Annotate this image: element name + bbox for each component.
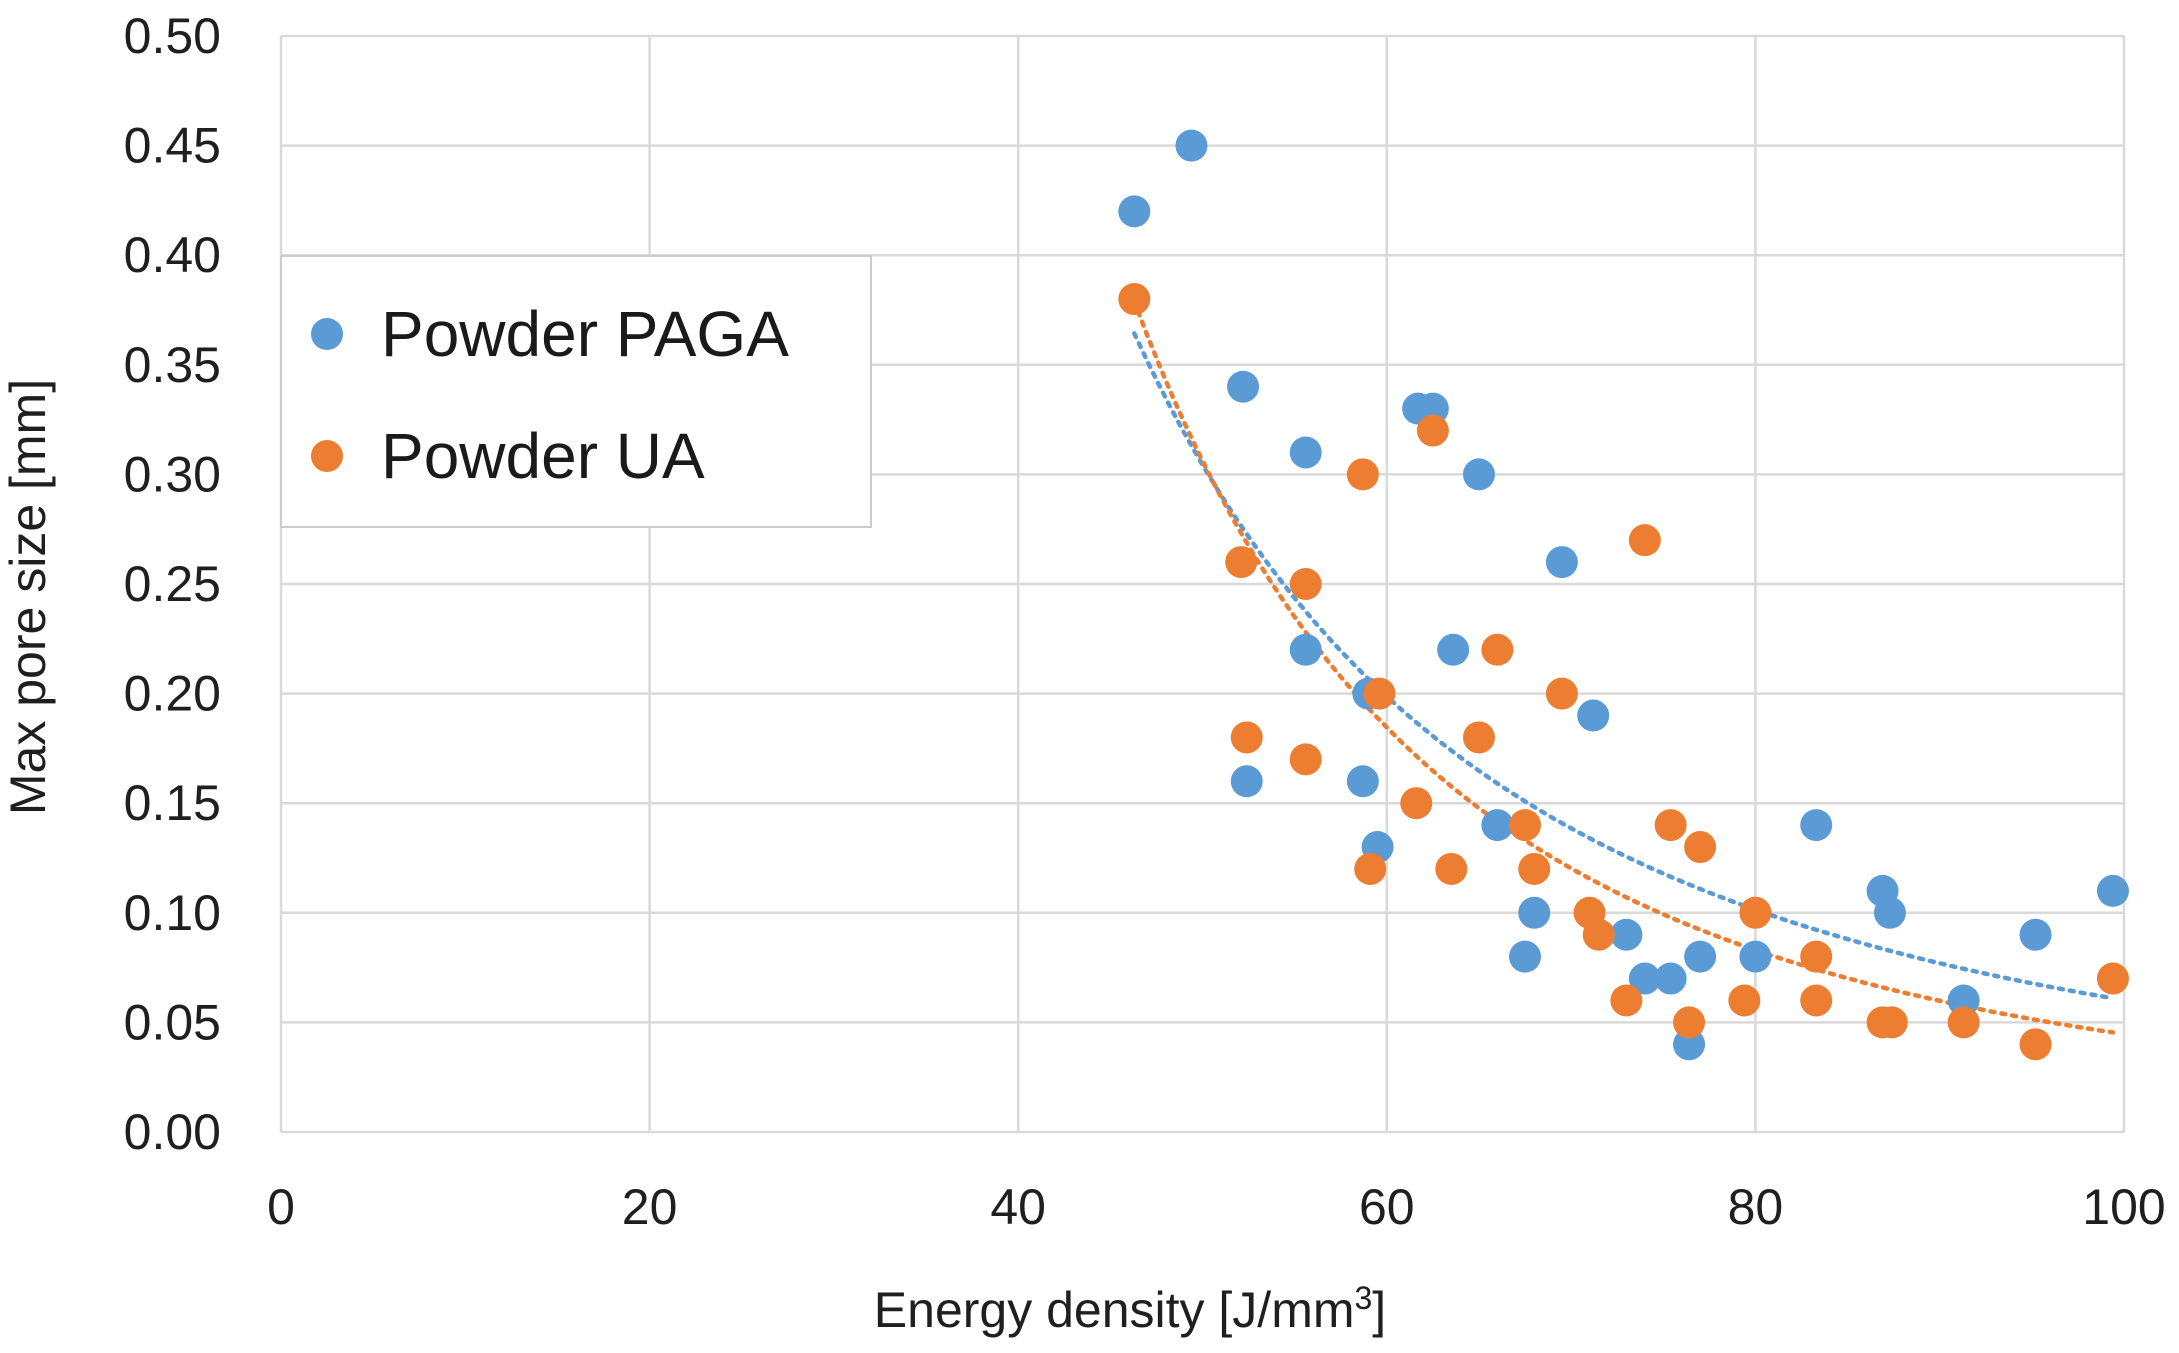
- point-powder-paga: [1628, 962, 1661, 995]
- y-tick-label: 0.25: [124, 556, 221, 612]
- point-powder-paga: [1346, 765, 1379, 798]
- point-powder-paga: [1416, 392, 1449, 425]
- x-tick-label: 0: [267, 1179, 295, 1235]
- trendline-powder-paga: [1132, 331, 2116, 1001]
- point-powder-ua: [1289, 743, 1322, 776]
- point-powder-paga: [2019, 918, 2052, 951]
- point-powder-ua: [1545, 677, 1578, 710]
- x-tick-label: 40: [990, 1179, 1046, 1235]
- point-powder-ua: [1363, 677, 1396, 710]
- point-powder-ua: [1481, 633, 1514, 666]
- point-powder-ua: [1684, 831, 1717, 864]
- point-powder-paga: [1545, 546, 1578, 579]
- point-powder-ua: [1509, 809, 1542, 842]
- legend-item-powder-ua: Powder UA: [311, 420, 705, 492]
- x-tick-label: 60: [1359, 1179, 1415, 1235]
- point-powder-ua: [1416, 414, 1449, 447]
- point-powder-ua: [1728, 984, 1761, 1017]
- y-tick-label: 0.45: [124, 118, 221, 174]
- point-powder-paga: [1462, 458, 1495, 491]
- legend-box: [280, 255, 872, 528]
- x-tick-label: 100: [2082, 1179, 2165, 1235]
- point-powder-paga: [1175, 129, 1208, 162]
- point-powder-paga: [1800, 809, 1833, 842]
- legend-label-powder-paga: Powder PAGA: [381, 298, 789, 370]
- x-tick-label: 80: [1728, 1179, 1784, 1235]
- point-powder-ua: [1800, 940, 1833, 973]
- point-powder-ua: [1289, 568, 1322, 600]
- y-tick-label: 0.30: [124, 446, 221, 502]
- point-powder-ua: [1800, 984, 1833, 1017]
- point-powder-ua: [1610, 984, 1643, 1017]
- legend-marker-powder-paga: [311, 318, 343, 350]
- tick-labels: 0.00 0.05 0.10 0.15 0.20 0.25 0.30 0.35 0.40 0.45…: [124, 8, 2166, 1235]
- y-tick-label: 0.15: [124, 775, 221, 831]
- legend: Powder PAGA Powder UA: [280, 255, 872, 528]
- y-axis-title: Max pore size [mm]: [0, 379, 56, 815]
- point-powder-paga: [1673, 1028, 1706, 1061]
- point-powder-paga: [1577, 699, 1610, 732]
- point-powder-paga: [1227, 370, 1260, 403]
- x-axis-title-main: Energy density [J/mm: [874, 1282, 1355, 1338]
- point-powder-paga: [1654, 962, 1687, 995]
- point-powder-ua: [1346, 458, 1379, 491]
- point-powder-ua: [1582, 918, 1615, 951]
- point-powder-paga: [1289, 436, 1322, 469]
- point-powder-ua: [1947, 1006, 1980, 1039]
- legend-item-powder-paga: Powder PAGA: [311, 298, 789, 370]
- y-tick-label: 0.50: [124, 8, 221, 64]
- point-powder-paga: [1230, 765, 1263, 798]
- legend-marker-powder-ua: [311, 440, 343, 472]
- point-powder-ua: [1354, 852, 1387, 885]
- point-powder-ua: [1462, 721, 1495, 754]
- point-powder-ua: [1875, 1006, 1908, 1039]
- y-tick-label: 0.10: [124, 885, 221, 941]
- point-powder-ua: [1230, 721, 1263, 754]
- point-powder-ua: [1654, 809, 1687, 842]
- point-powder-paga: [1118, 195, 1151, 228]
- data-points: [1118, 129, 2129, 1061]
- point-powder-paga: [1684, 940, 1717, 973]
- point-powder-ua: [1673, 1006, 1706, 1039]
- point-powder-paga: [1947, 984, 1980, 1017]
- point-powder-ua: [1118, 283, 1151, 316]
- point-powder-paga: [1481, 809, 1514, 842]
- point-powder-paga: [1518, 896, 1551, 929]
- x-tick-label: 20: [622, 1179, 678, 1235]
- y-tick-label: 0.05: [124, 994, 221, 1050]
- point-powder-paga: [1610, 918, 1643, 951]
- y-tick-label: 0.20: [124, 666, 221, 722]
- y-tick-label: 0.35: [124, 337, 221, 393]
- point-powder-ua: [1628, 524, 1661, 557]
- point-powder-paga: [2096, 874, 2129, 907]
- point-powder-ua: [1739, 896, 1772, 929]
- legend-label-powder-ua: Powder UA: [381, 420, 705, 492]
- y-tick-label: 0.40: [124, 227, 221, 283]
- point-powder-ua: [1400, 787, 1433, 820]
- y-tick-label: 0.00: [124, 1104, 221, 1160]
- point-powder-ua: [1518, 852, 1551, 885]
- x-axis-title-end: ]: [1372, 1282, 1386, 1338]
- point-powder-ua: [1225, 546, 1258, 579]
- point-powder-ua: [1435, 852, 1468, 885]
- point-powder-paga: [1509, 940, 1542, 973]
- point-powder-paga: [1437, 633, 1470, 666]
- x-axis-title-superscript: 3: [1355, 1280, 1373, 1316]
- point-powder-paga: [1289, 633, 1322, 666]
- point-powder-ua: [2096, 962, 2129, 995]
- x-axis-title: Energy density [J/mm3]: [874, 1280, 1386, 1338]
- point-powder-paga: [1739, 940, 1772, 973]
- point-powder-paga: [1873, 896, 1906, 929]
- point-powder-ua: [2019, 1028, 2052, 1061]
- gridlines: [279, 34, 2126, 1134]
